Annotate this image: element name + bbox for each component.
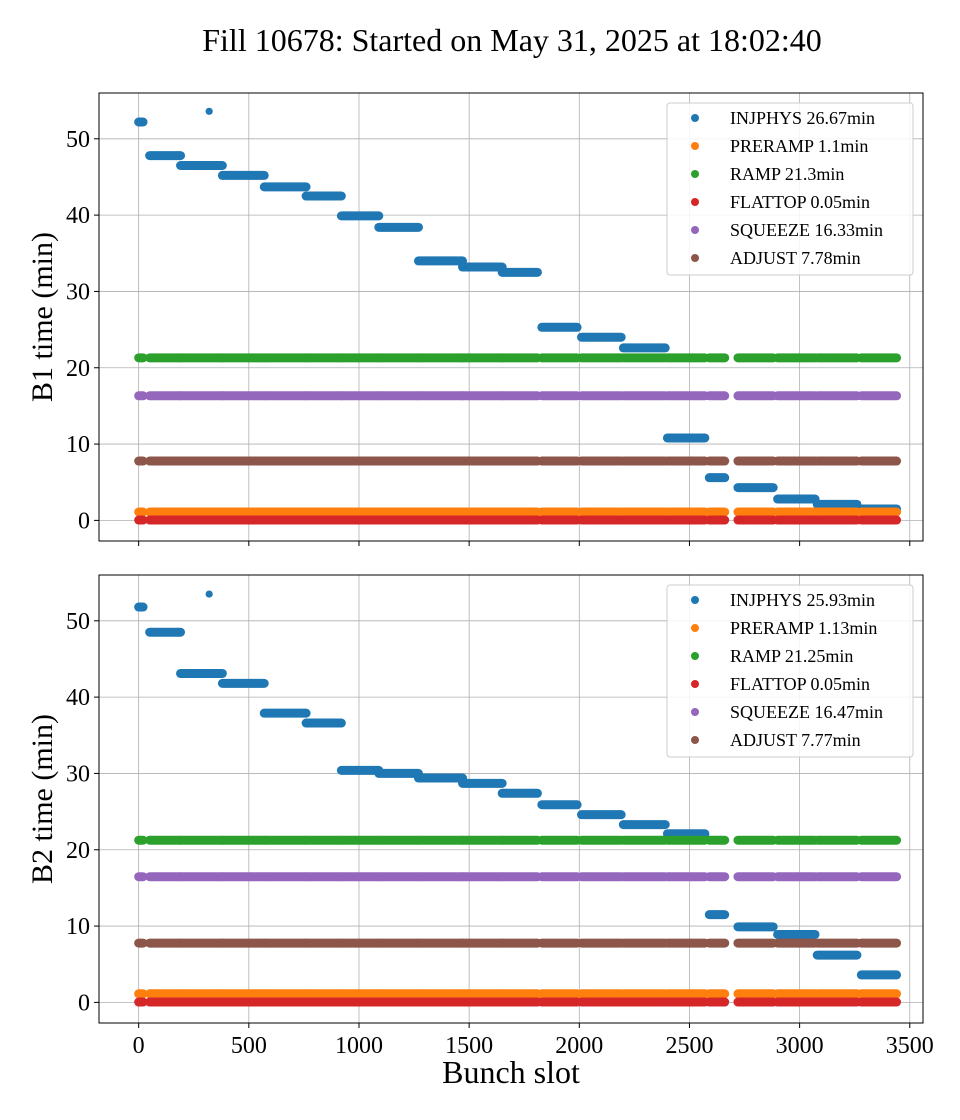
b2-panel: 0 500 1000 1500 2000 2500 3000 3500 0 10 20 30 40 50 B… bbox=[26, 574, 934, 1090]
y-tick-label: 30 bbox=[66, 761, 90, 787]
y-tick-label: 20 bbox=[66, 356, 90, 382]
legend-label: INJPHYS 26.67min bbox=[730, 108, 875, 128]
legend-marker bbox=[691, 624, 699, 632]
x-tick-label: 2500 bbox=[665, 1033, 713, 1059]
y-tick-label: 30 bbox=[66, 279, 90, 305]
legend-marker bbox=[691, 198, 699, 206]
legend-marker bbox=[691, 596, 699, 604]
x-tick-label: 0 bbox=[133, 1033, 145, 1059]
x-tick-label: 3000 bbox=[776, 1033, 824, 1059]
y-tick-label: 10 bbox=[66, 432, 90, 458]
series-injphys bbox=[134, 590, 902, 980]
legend-marker bbox=[691, 170, 699, 178]
y-tick-label: 40 bbox=[66, 203, 90, 229]
legend-label: RAMP 21.25min bbox=[730, 646, 853, 666]
data-point bbox=[205, 590, 213, 598]
axes-frame bbox=[98, 574, 924, 1024]
y-axis-label: B1 time (min) bbox=[26, 232, 59, 402]
data-point bbox=[205, 107, 213, 115]
legend-label: ADJUST 7.77min bbox=[730, 730, 861, 750]
legend-box bbox=[666, 102, 914, 276]
y-tick-label: 20 bbox=[66, 838, 90, 864]
legend-marker bbox=[691, 736, 699, 744]
legend-marker bbox=[691, 680, 699, 688]
legend-label: FLATTOP 0.05min bbox=[730, 192, 870, 212]
y-tick-label: 40 bbox=[66, 685, 90, 711]
y-tick-label: 0 bbox=[78, 990, 90, 1016]
y-tick-label: 50 bbox=[66, 609, 90, 635]
y-tick-label: 0 bbox=[78, 508, 90, 534]
x-tick-label: 1000 bbox=[335, 1033, 383, 1059]
legend-label: PRERAMP 1.13min bbox=[730, 618, 877, 638]
legend-label: SQUEEZE 16.47min bbox=[730, 702, 883, 722]
legend-marker bbox=[691, 254, 699, 262]
legend-marker bbox=[691, 226, 699, 234]
x-tick-label: 3500 bbox=[886, 1033, 934, 1059]
legend-marker bbox=[691, 142, 699, 150]
legend-label: INJPHYS 25.93min bbox=[730, 590, 875, 610]
b1-panel: 0 10 20 30 40 50 B1 time (min) INJPHYS 26.67min… bbox=[26, 92, 924, 546]
legend-label: RAMP 21.3min bbox=[730, 164, 844, 184]
legend-label: SQUEEZE 16.33min bbox=[730, 220, 883, 240]
y-axis-label: B2 time (min) bbox=[26, 714, 59, 884]
x-tick-label: 1500 bbox=[445, 1033, 493, 1059]
x-tick-label: 2000 bbox=[555, 1033, 603, 1059]
legend: INJPHYS 25.93min PRERAMP 1.13min RAMP 21.2… bbox=[666, 584, 914, 758]
y-tick-label: 10 bbox=[66, 914, 90, 940]
data-layer bbox=[134, 590, 902, 1007]
legend-label: PRERAMP 1.1min bbox=[730, 136, 868, 156]
legend-marker bbox=[691, 114, 699, 122]
axes-frame bbox=[98, 92, 924, 542]
legend-marker bbox=[691, 708, 699, 716]
figure-title: Fill 10678: Started on May 31, 2025 at 1… bbox=[202, 22, 822, 58]
x-axis-label: Bunch slot bbox=[442, 1054, 580, 1090]
x-tick-label: 500 bbox=[231, 1033, 267, 1059]
legend: INJPHYS 26.67min PRERAMP 1.1min RAMP 21.3m… bbox=[666, 102, 914, 276]
legend-box bbox=[666, 584, 914, 758]
legend-label: FLATTOP 0.05min bbox=[730, 674, 870, 694]
legend-label: ADJUST 7.78min bbox=[730, 248, 861, 268]
data-layer bbox=[134, 107, 902, 525]
y-tick-label: 50 bbox=[66, 127, 90, 153]
legend-marker bbox=[691, 652, 699, 660]
